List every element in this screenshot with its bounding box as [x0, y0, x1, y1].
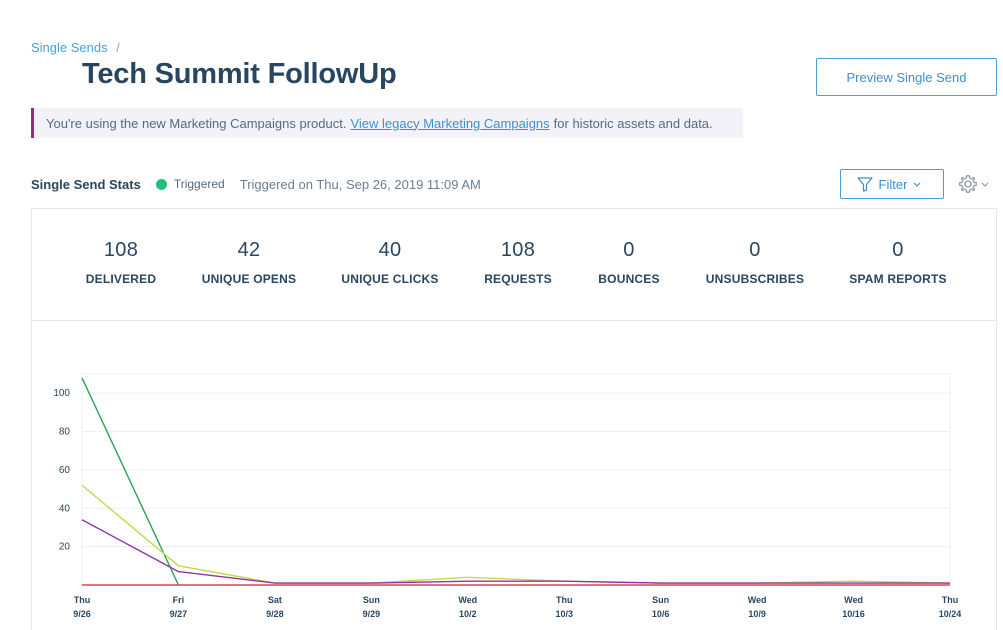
metric-unique-clicks[interactable]: 40 UNIQUE CLICKS — [341, 239, 438, 286]
y-tick-label: 80 — [59, 427, 71, 438]
chevron-down-icon — [914, 182, 921, 187]
x-tick-label: Wed — [844, 595, 863, 605]
x-tick-label: 10/16 — [842, 609, 865, 619]
status-badge: Triggered — [173, 177, 225, 191]
metric-value: 0 — [892, 239, 904, 261]
stats-line-chart[interactable]: 100 80 60 40 20 Thu 9/26 Fri 9/27 Sat 9/28 Sun 9/29 W… — [32, 320, 998, 621]
notice-text: You're using the new Marketing Campaigns… — [46, 115, 347, 131]
stats-chart-panel: 100 80 60 40 20 Thu 9/26 Fri 9/27 Sat 9/28 Sun 9/29 W… — [31, 320, 997, 630]
x-tick-label: 10/2 — [459, 609, 477, 619]
x-tick-label: Sun — [652, 595, 669, 605]
y-tick-label: 20 — [59, 542, 71, 553]
x-tick-label: 10/9 — [748, 609, 766, 619]
metric-value: 40 — [378, 239, 402, 261]
series-line-1 — [81, 484, 951, 584]
series-line-0 — [81, 377, 180, 586]
settings-menu[interactable] — [958, 174, 989, 194]
page-title: Tech Summit FollowUp — [82, 58, 397, 90]
metric-label: UNIQUE CLICKS — [341, 272, 439, 286]
x-tick-label: 9/27 — [170, 609, 188, 619]
metric-label: BOUNCES — [598, 272, 660, 286]
metric-value: 0 — [623, 239, 635, 261]
legacy-notice-banner: You're using the new Marketing Campaigns… — [31, 108, 743, 138]
filter-button[interactable]: Filter — [840, 169, 944, 199]
x-tick-label: 9/29 — [363, 609, 381, 619]
x-tick-label: 9/26 — [73, 609, 91, 619]
gear-icon — [959, 175, 977, 193]
stats-header: Single Send Stats Triggered Triggered on… — [31, 169, 997, 199]
metric-label: UNIQUE OPENS — [201, 272, 297, 286]
metric-value: 0 — [749, 239, 761, 261]
series-line-2 — [81, 519, 950, 584]
chart-plot-frame — [81, 373, 951, 586]
funnel-icon — [856, 176, 873, 192]
metric-label: REQUESTS — [484, 272, 552, 286]
notice-text-after: for historic assets and data. — [553, 115, 713, 131]
y-tick-label: 40 — [59, 503, 71, 514]
x-tick-label: Sat — [268, 595, 282, 605]
metric-unique-opens[interactable]: 42 UNIQUE OPENS — [202, 239, 296, 286]
y-tick-label: 60 — [59, 465, 71, 476]
x-tick-label: 9/28 — [266, 609, 284, 619]
y-tick-label: 100 — [53, 388, 70, 399]
metrics-panel: 108 DELIVERED 42 UNIQUE OPENS 40 UNIQUE … — [31, 208, 997, 321]
status-dot-icon — [155, 178, 167, 190]
view-legacy-link[interactable]: View legacy Marketing Campaigns — [350, 115, 550, 131]
metric-value: 42 — [237, 239, 261, 261]
stats-title: Single Send Stats — [31, 176, 141, 192]
x-tick-label: 10/3 — [555, 609, 573, 619]
triggered-date: Triggered on Thu, Sep 26, 2019 11:09 AM — [239, 176, 481, 192]
breadcrumb-link-single-sends[interactable]: Single Sends — [31, 40, 108, 55]
metric-label: UNSUBSCRIBES — [705, 272, 805, 286]
metric-spam-reports[interactable]: 0 SPAM REPORTS — [849, 239, 947, 286]
x-tick-label: Thu — [942, 595, 959, 605]
x-tick-label: 10/6 — [652, 609, 670, 619]
breadcrumb-separator: / — [116, 40, 120, 55]
metric-label: DELIVERED — [85, 272, 157, 286]
x-tick-label: Sun — [363, 595, 380, 605]
metric-value: 108 — [500, 239, 536, 261]
x-tick-label: 10/24 — [939, 609, 962, 619]
metric-label: SPAM REPORTS — [849, 272, 947, 286]
preview-single-send-button[interactable]: Preview Single Send — [816, 58, 997, 96]
metric-requests[interactable]: 108 REQUESTS — [484, 239, 552, 286]
x-tick-label: Fri — [173, 595, 185, 605]
x-tick-label: Thu — [556, 595, 573, 605]
metric-value: 108 — [103, 239, 139, 261]
filter-label: Filter — [878, 176, 908, 192]
metric-unsubscribes[interactable]: 0 UNSUBSCRIBES — [706, 239, 804, 286]
metric-bounces[interactable]: 0 BOUNCES — [598, 239, 659, 286]
x-tick-label: Wed — [458, 595, 477, 605]
chevron-down-icon — [981, 182, 989, 187]
metric-delivered[interactable]: 108 DELIVERED — [86, 239, 156, 286]
x-tick-label: Thu — [74, 595, 91, 605]
x-tick-label: Wed — [748, 595, 767, 605]
breadcrumb: Single Sends / — [31, 40, 120, 55]
